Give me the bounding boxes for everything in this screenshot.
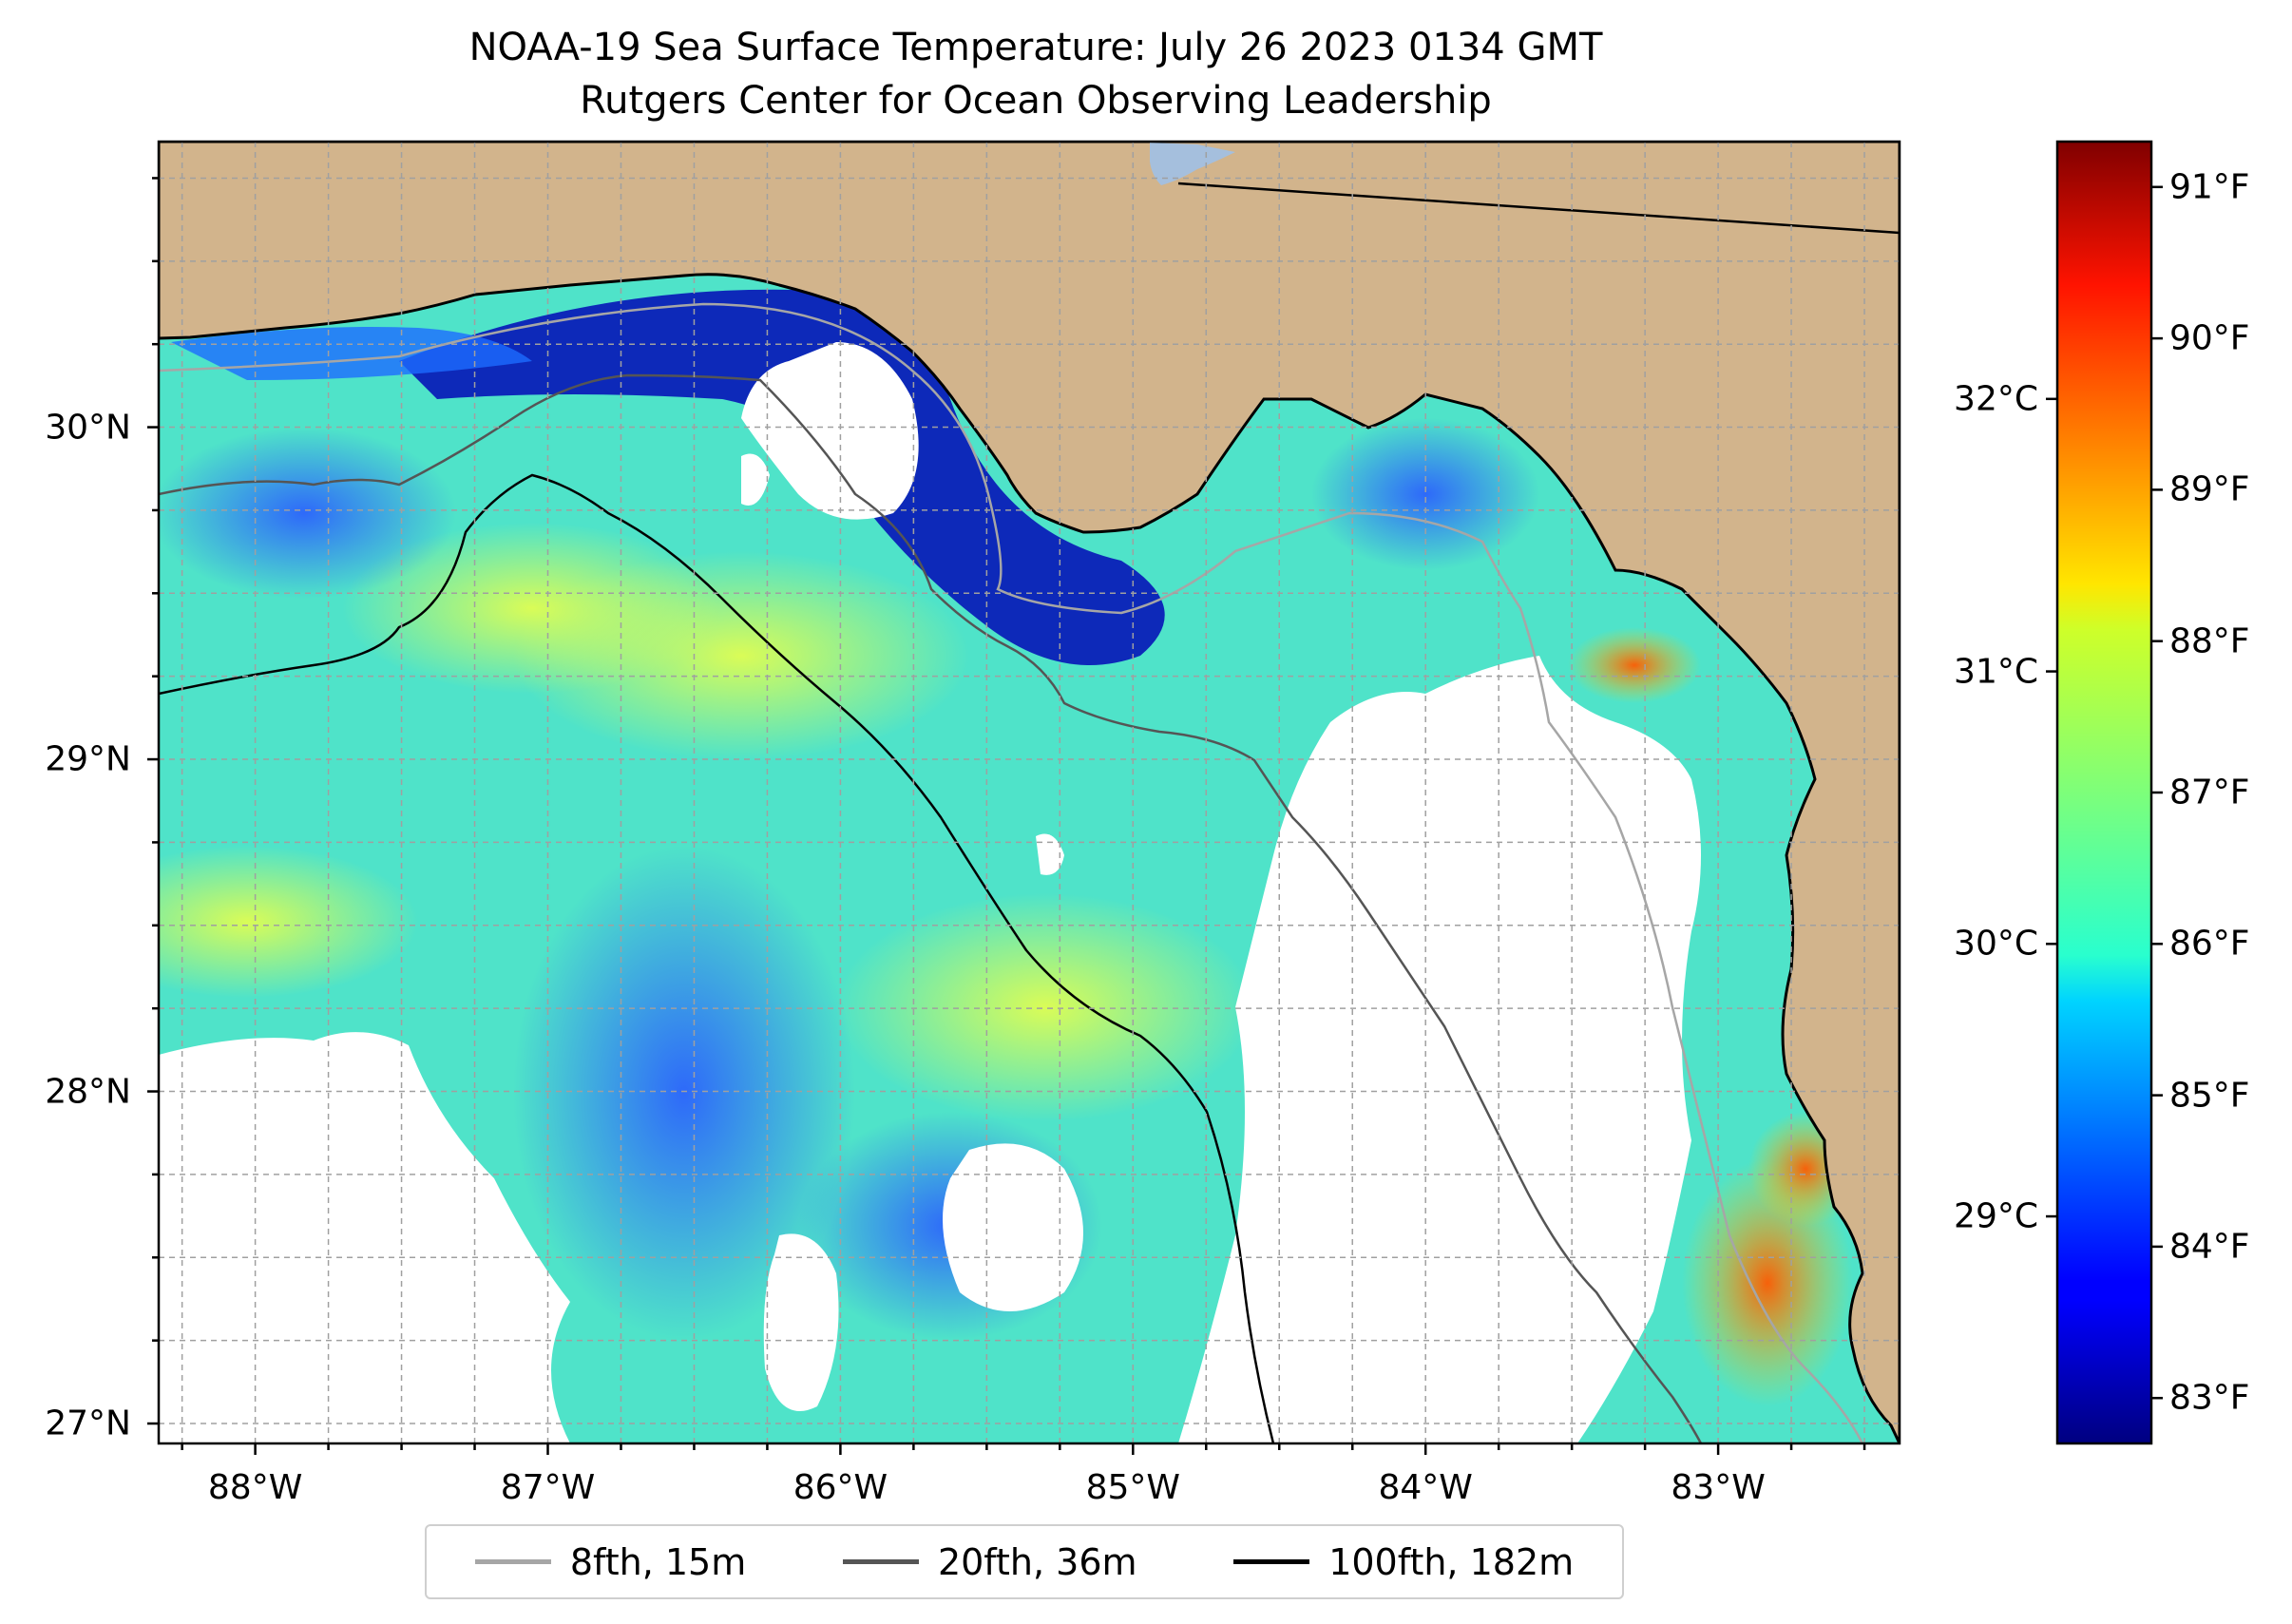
state-boundary: [1177, 182, 1900, 235]
isobath-20fth: [159, 373, 1703, 1443]
colorbar-ticks: [2046, 185, 2163, 1400]
x-tick-label: 87°W: [500, 1468, 596, 1507]
map-frame: [157, 140, 1901, 1445]
sst-warm-patch: [159, 846, 418, 998]
colorbar-c-label: 30°C: [1954, 924, 2038, 964]
legend: 8fth, 15m 20fth, 36m 100fth, 182m: [425, 1524, 1624, 1599]
legend-swatch-8fth: [474, 1559, 551, 1564]
colorbar-f-label: 83°F: [2169, 1378, 2250, 1418]
lake: [1150, 143, 1235, 185]
legend-swatch-20fth: [842, 1559, 919, 1564]
isobath-8fth: [159, 302, 1864, 1443]
colorbar-f-label: 84°F: [2169, 1227, 2250, 1267]
land-mass: [159, 142, 1900, 1443]
legend-label-100fth: 100fth, 182m: [1328, 1540, 1575, 1583]
x-tick-label: 84°W: [1378, 1468, 1473, 1507]
colorbar-f-label: 89°F: [2169, 469, 2250, 509]
y-tick-label: 28°N: [45, 1072, 131, 1112]
colorbar: [2055, 140, 2153, 1445]
y-tick-label: 29°N: [45, 739, 131, 779]
cold-coastal-band: [399, 289, 1165, 665]
sst-cool-patch: [159, 428, 456, 599]
colorbar-c-label: 31°C: [1954, 652, 2038, 692]
sst-hot-patch: [1568, 627, 1701, 703]
isobath-100fth: [159, 473, 1275, 1443]
colorbar-f-label: 87°F: [2169, 773, 2250, 812]
sst-cool-patch: [1311, 418, 1539, 570]
colorbar-f-label: 90°F: [2169, 318, 2250, 358]
legend-item-8fth: 8fth, 15m: [474, 1540, 747, 1583]
map-layers: [159, 142, 1900, 1443]
sst-warm-patch: [342, 523, 722, 694]
x-tick-label: 88°W: [207, 1468, 303, 1507]
colorbar-f-label: 91°F: [2169, 167, 2250, 207]
colorbar-c-label: 29°C: [1954, 1196, 2038, 1236]
chart-title: NOAA-19 Sea Surface Temperature: July 26…: [468, 26, 1603, 69]
legend-label-20fth: 20fth, 36m: [937, 1540, 1137, 1583]
map-gridlines: [159, 142, 1900, 1443]
x-tick-label: 85°W: [1085, 1468, 1180, 1507]
x-tick-label: 86°W: [793, 1468, 888, 1507]
legend-swatch-100fth: [1233, 1559, 1310, 1564]
map-axis-ticks: [147, 177, 1866, 1455]
colorbar-f-label: 86°F: [2169, 924, 2250, 964]
colorbar-f-label: 88°F: [2169, 621, 2250, 661]
colorbar-f-label: 85°F: [2169, 1076, 2250, 1116]
x-tick-label: 83°W: [1671, 1468, 1766, 1507]
legend-item-100fth: 100fth, 182m: [1233, 1541, 1574, 1583]
legend-label-8fth: 8fth, 15m: [569, 1540, 747, 1583]
sst-warm-patch: [836, 893, 1254, 1121]
chart-subtitle: Rutgers Center for Ocean Observing Leade…: [580, 79, 1492, 123]
y-tick-label: 27°N: [45, 1404, 131, 1443]
y-tick-label: 30°N: [45, 408, 131, 448]
sst-cool-patch: [513, 846, 855, 1340]
colorbar-c-label: 32°C: [1954, 379, 2038, 419]
legend-item-20fth: 20fth, 36m: [842, 1540, 1137, 1583]
